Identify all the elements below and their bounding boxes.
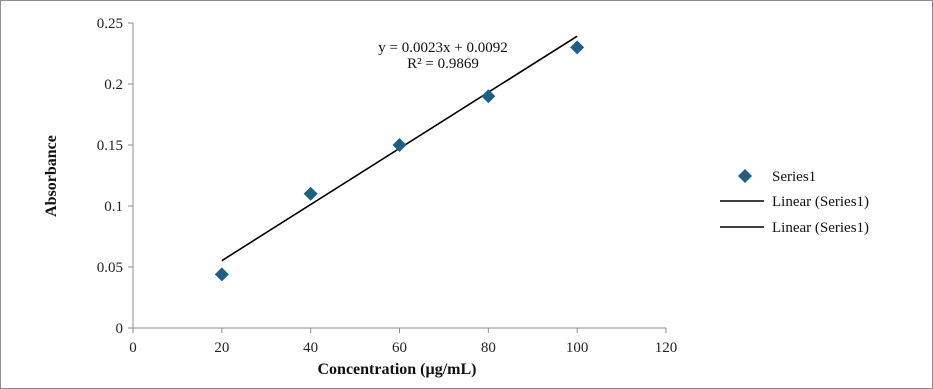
legend-label-linear-1: Linear (Series1) bbox=[772, 194, 869, 210]
data-point bbox=[570, 40, 585, 55]
y-tick-label: 0.2 bbox=[104, 77, 123, 93]
legend-label-series1: Series1 bbox=[772, 169, 816, 185]
data-point bbox=[303, 186, 318, 201]
x-tick-label: 80 bbox=[481, 340, 496, 356]
y-tick-label: 0.1 bbox=[104, 199, 123, 215]
data-point bbox=[392, 138, 407, 152]
x-axis-title: Concentration (µg/mL) bbox=[318, 361, 477, 378]
y-tick-label: 0 bbox=[116, 321, 124, 337]
x-tick-label: 0 bbox=[129, 340, 137, 356]
trendline-equation: y = 0.0023x + 0.0092 bbox=[378, 40, 507, 56]
legend-label-linear-2: Linear (Series1) bbox=[772, 220, 869, 236]
y-tick-label: 0.25 bbox=[97, 16, 123, 32]
legend: Series1 Linear (Series1) Linear (Series1… bbox=[720, 169, 869, 236]
x-tick-label: 60 bbox=[392, 340, 407, 356]
x-tick-label: 20 bbox=[214, 340, 229, 356]
y-tick-label: 0.15 bbox=[97, 138, 123, 154]
data-points bbox=[214, 40, 585, 282]
y-tick-label: 0.05 bbox=[97, 260, 123, 276]
x-tick-label: 40 bbox=[303, 340, 318, 356]
x-tick-label: 100 bbox=[566, 340, 589, 356]
x-tick-label: 120 bbox=[655, 340, 678, 356]
legend-marker-series1 bbox=[738, 169, 752, 183]
axes bbox=[132, 23, 666, 329]
data-point bbox=[214, 267, 229, 282]
y-axis-title: Absorbance bbox=[43, 135, 60, 217]
x-ticks: 0 20 40 60 80 100 120 bbox=[129, 328, 677, 356]
data-point bbox=[481, 89, 496, 104]
y-ticks: 0 0.05 0.1 0.15 0.2 0.25 bbox=[97, 16, 133, 337]
trendline-r-squared: R² = 0.9869 bbox=[407, 56, 479, 72]
